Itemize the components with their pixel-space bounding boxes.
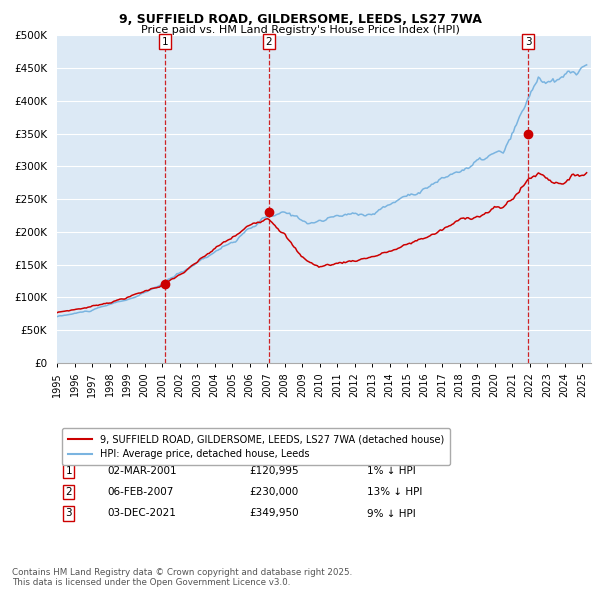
Text: 06-FEB-2007: 06-FEB-2007: [108, 487, 174, 497]
Text: 9, SUFFIELD ROAD, GILDERSOME, LEEDS, LS27 7WA: 9, SUFFIELD ROAD, GILDERSOME, LEEDS, LS2…: [119, 13, 481, 26]
Text: Contains HM Land Registry data © Crown copyright and database right 2025.
This d: Contains HM Land Registry data © Crown c…: [12, 568, 352, 587]
Text: Price paid vs. HM Land Registry's House Price Index (HPI): Price paid vs. HM Land Registry's House …: [140, 25, 460, 35]
Text: 1: 1: [162, 37, 169, 47]
Text: 02-MAR-2001: 02-MAR-2001: [108, 466, 178, 476]
Text: 9% ↓ HPI: 9% ↓ HPI: [367, 509, 415, 519]
Text: 3: 3: [65, 509, 72, 519]
Text: £120,995: £120,995: [249, 466, 299, 476]
Text: 2: 2: [65, 487, 72, 497]
Text: 2: 2: [265, 37, 272, 47]
Text: 3: 3: [525, 37, 532, 47]
Legend: 9, SUFFIELD ROAD, GILDERSOME, LEEDS, LS27 7WA (detached house), HPI: Average pri: 9, SUFFIELD ROAD, GILDERSOME, LEEDS, LS2…: [62, 428, 450, 465]
Text: 1: 1: [65, 466, 72, 476]
Text: 03-DEC-2021: 03-DEC-2021: [108, 509, 176, 519]
Text: £230,000: £230,000: [249, 487, 298, 497]
Text: £349,950: £349,950: [249, 509, 299, 519]
Text: 1% ↓ HPI: 1% ↓ HPI: [367, 466, 415, 476]
Text: 13% ↓ HPI: 13% ↓ HPI: [367, 487, 422, 497]
